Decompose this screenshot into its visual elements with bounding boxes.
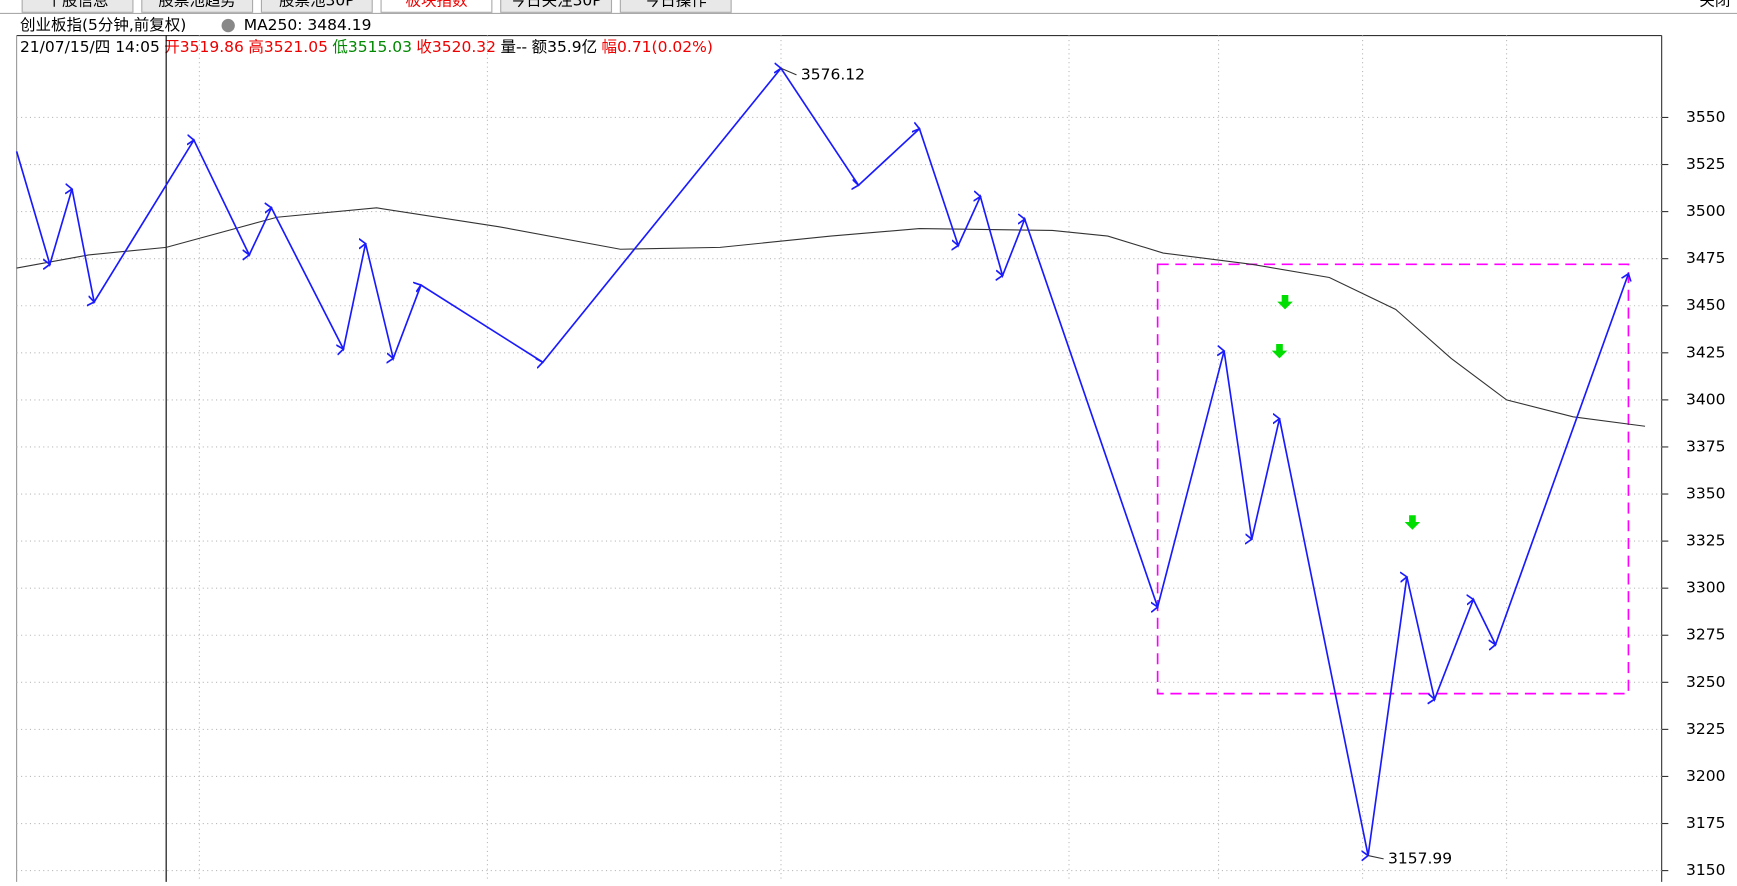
info-low: 低3515.03: [332, 38, 412, 56]
tab[interactable]: [500, 0, 613, 13]
annotation-leader: [780, 67, 797, 76]
y-tick-label: 3300: [1686, 579, 1725, 597]
y-tick-label: 3375: [1686, 437, 1725, 455]
y-tick-label: 3350: [1686, 485, 1725, 503]
tab-label[interactable]: 股票池30P: [279, 0, 355, 10]
y-tick-label: 3500: [1686, 202, 1725, 220]
close-tab[interactable]: 关闭: [1699, 0, 1730, 10]
y-tick-label: 3325: [1686, 532, 1725, 550]
y-tick-label: 3175: [1686, 814, 1725, 832]
annotation-leader: [1367, 855, 1384, 860]
ma-value: MA250: 3484.19: [244, 16, 372, 34]
zigzag-line: [15, 68, 1629, 855]
annotation-label: 3576.12: [801, 65, 865, 83]
y-tick-label: 3200: [1686, 767, 1725, 785]
y-tick-label: 3550: [1686, 108, 1725, 126]
y-tick-label: 3275: [1686, 626, 1725, 644]
tab[interactable]: [21, 0, 134, 13]
tab[interactable]: [619, 0, 732, 13]
y-tick-label: 3475: [1686, 249, 1725, 267]
info-change: 幅0.71(0.02%): [602, 38, 713, 56]
tab[interactable]: [380, 0, 493, 13]
signal-arrow: [1404, 515, 1421, 530]
y-tick-label: 3425: [1686, 343, 1725, 361]
highlight-box: [1156, 263, 1630, 695]
info-high: 高3521.05: [248, 38, 328, 56]
y-tick-label: 3450: [1686, 296, 1725, 314]
tab-label[interactable]: 股票池趋势: [158, 0, 236, 10]
tab-label[interactable]: 今日关注30P: [511, 0, 602, 10]
y-tick-label: 3250: [1686, 673, 1725, 691]
ma-line: [16, 207, 1646, 427]
info-date: 21/07/15/四 14:05: [20, 38, 160, 56]
annotation-label: 3157.99: [1388, 849, 1452, 867]
signal-arrow: [1271, 343, 1288, 359]
info-amount: 额35.9亿: [532, 38, 598, 56]
settings-icon[interactable]: [221, 18, 235, 33]
info-close: 收3520.32: [416, 38, 496, 56]
tab-label[interactable]: 板块指数: [405, 0, 468, 10]
y-tick-label: 3150: [1686, 861, 1725, 879]
tab[interactable]: [141, 0, 254, 13]
y-tick-label: 3225: [1686, 720, 1725, 738]
tab[interactable]: [260, 0, 373, 13]
y-tick-label: 3525: [1686, 155, 1725, 173]
info-volume: 量--: [500, 38, 527, 56]
index-name: 创业板指(5分钟,前复权): [20, 16, 186, 34]
signal-arrow: [1277, 294, 1293, 310]
y-tick-label: 3400: [1686, 390, 1725, 408]
tab-label[interactable]: 个股信息: [47, 0, 109, 10]
tab-label[interactable]: 今日操作: [645, 0, 707, 10]
info-open: 开3519.86: [164, 38, 244, 56]
